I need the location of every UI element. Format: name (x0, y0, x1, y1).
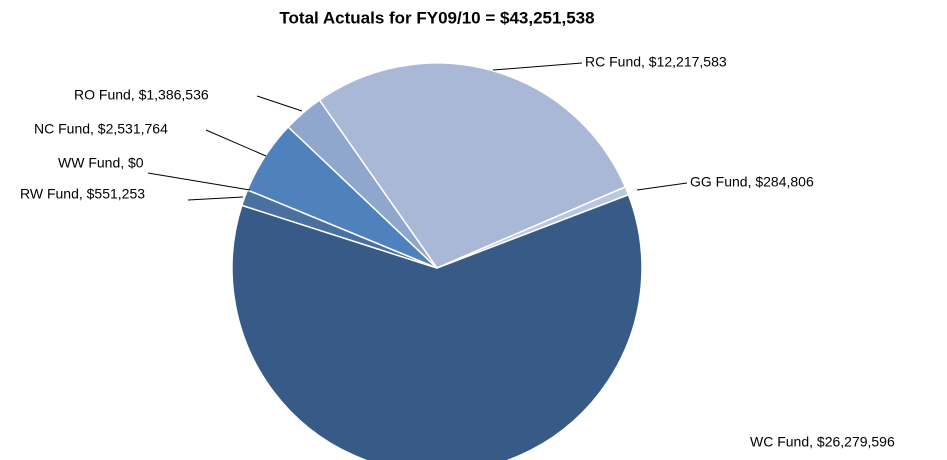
slice-label: WC Fund, $26,279,596 (750, 434, 895, 450)
slice-label: RO Fund, $1,386,536 (74, 87, 209, 103)
slice-label: NC Fund, $2,531,764 (34, 121, 168, 137)
leader-line (205, 129, 267, 157)
pie-slice (231, 193, 643, 460)
leader-line (256, 95, 303, 112)
pie-slice (318, 62, 627, 269)
slice-label: GG Fund, $284,806 (690, 174, 814, 190)
slice-label: RC Fund, $12,217,583 (585, 54, 727, 70)
leader-line (636, 182, 688, 191)
slice-label: WW Fund, $0 (58, 155, 144, 171)
pie-slice (287, 99, 438, 269)
leader-line (147, 172, 251, 191)
leader-line (492, 62, 583, 71)
chart-title: Total Actuals for FY09/10 = $43,251,538 (279, 8, 594, 27)
leader-line (187, 196, 244, 201)
slice-label: RW Fund, $551,253 (20, 186, 145, 202)
